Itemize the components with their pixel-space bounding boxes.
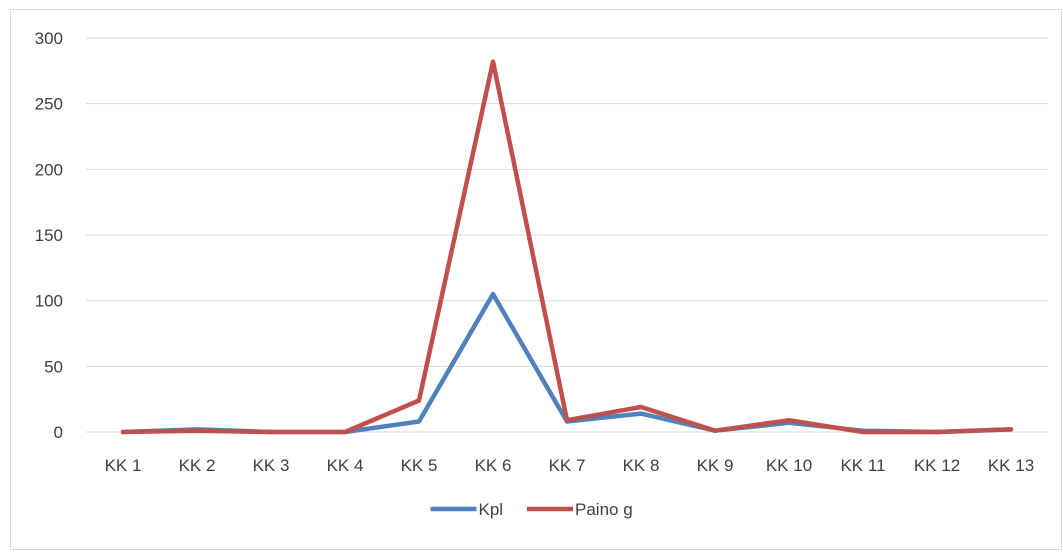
x-tick-label: KK 10: [766, 456, 812, 475]
x-tick-label: KK 5: [401, 456, 438, 475]
y-axis-tick-labels: 0 50 100 150 200 250 300: [35, 29, 63, 442]
legend-label: Kpl: [479, 500, 504, 519]
x-tick-label: KK 12: [914, 456, 960, 475]
x-axis-tick-labels: KK 1 KK 2 KK 3 KK 4 KK 5 KK 6 KK 7 KK 8 KK 9 KK 1…: [105, 456, 1035, 475]
y-tick-label: 250: [35, 95, 63, 114]
gridlines: [86, 38, 1048, 366]
x-tick-label: KK 3: [253, 456, 290, 475]
x-tick-label: KK 4: [327, 456, 364, 475]
legend: Kpl Paino g: [431, 500, 633, 519]
x-tick-label: KK 6: [475, 456, 512, 475]
y-tick-label: 0: [54, 423, 63, 442]
y-tick-label: 50: [44, 357, 63, 376]
legend-item: Kpl: [431, 500, 504, 519]
x-tick-label: KK 8: [623, 456, 660, 475]
x-tick-label: KK 9: [697, 456, 734, 475]
legend-item: Paino g: [527, 500, 633, 519]
y-tick-label: 300: [35, 29, 63, 48]
series-line-2: [123, 62, 1011, 432]
series-lines: [123, 62, 1011, 432]
y-tick-label: 200: [35, 160, 63, 179]
x-tick-label: KK 13: [988, 456, 1034, 475]
x-tick-label: KK 1: [105, 456, 142, 475]
y-tick-label: 100: [35, 292, 63, 311]
y-tick-label: 150: [35, 226, 63, 245]
legend-label: Paino g: [575, 500, 633, 519]
x-tick-label: KK 2: [179, 456, 216, 475]
x-tick-label: KK 11: [840, 456, 885, 475]
x-tick-label: KK 7: [549, 456, 586, 475]
